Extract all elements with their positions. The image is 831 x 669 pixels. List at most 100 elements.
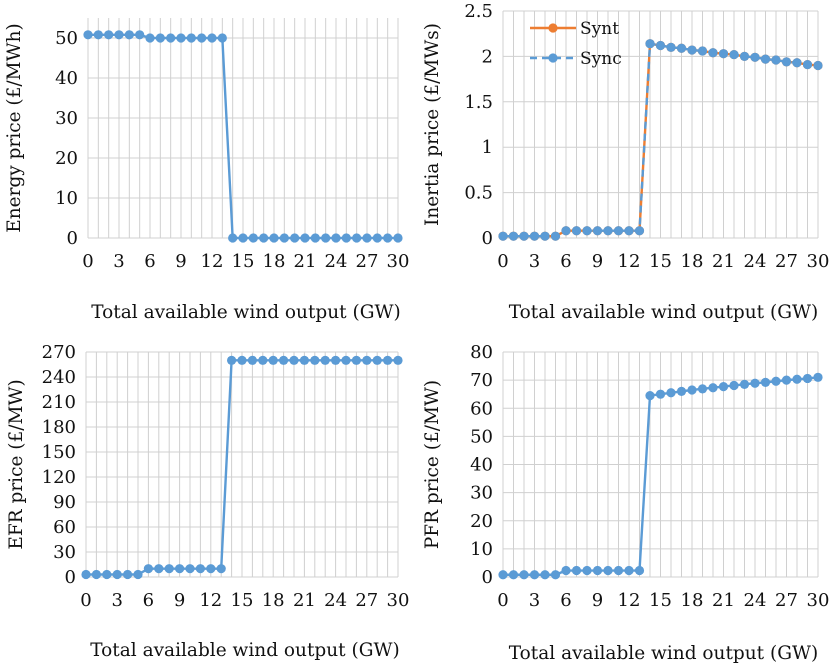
data-point-sync bbox=[634, 565, 645, 576]
data-point-sync bbox=[729, 380, 739, 391]
data-point-sync bbox=[164, 564, 174, 574]
data-point-sync bbox=[383, 355, 393, 365]
data-point-sync bbox=[331, 355, 341, 365]
data-point-sync bbox=[154, 564, 164, 574]
data-point-sync bbox=[582, 226, 592, 236]
data-point-sync bbox=[207, 33, 217, 43]
data-point-sync bbox=[687, 45, 697, 55]
data-point-sync bbox=[135, 30, 145, 40]
x-tick-label: 18 bbox=[263, 251, 286, 272]
data-point-sync bbox=[93, 30, 103, 40]
data-point-sync bbox=[112, 569, 122, 580]
y-tick-label: 1.5 bbox=[464, 92, 493, 113]
legend-label-synt: Synt bbox=[580, 19, 619, 39]
data-point-sync bbox=[508, 231, 519, 241]
data-point-sync bbox=[351, 355, 361, 365]
data-point-sync bbox=[676, 386, 687, 396]
y-axis-label: PFR price (£/MW) bbox=[422, 380, 443, 549]
data-point-sync bbox=[383, 233, 393, 243]
y-axis-label: Energy price (£/MWh) bbox=[4, 23, 25, 233]
data-point-sync bbox=[603, 565, 613, 576]
x-axis-label: Total available wind output (GW) bbox=[90, 640, 399, 661]
data-point-sync bbox=[592, 565, 603, 576]
y-tick-label: 80 bbox=[470, 342, 493, 363]
data-point-sync bbox=[258, 355, 268, 365]
data-point-sync bbox=[143, 564, 153, 574]
data-point-sync bbox=[613, 226, 624, 236]
x-tick-label: 27 bbox=[775, 251, 798, 272]
y-tick-label: 70 bbox=[470, 370, 493, 391]
y-tick-label: 180 bbox=[42, 417, 76, 438]
data-point-sync bbox=[186, 33, 196, 43]
data-point-sync bbox=[145, 33, 155, 43]
y-tick-label: 30 bbox=[53, 542, 76, 563]
x-tick-label: 18 bbox=[681, 590, 704, 611]
data-point-sync bbox=[760, 54, 771, 64]
y-tick-label: 60 bbox=[470, 398, 493, 419]
y-tick-label: 40 bbox=[470, 455, 493, 476]
data-point-sync bbox=[155, 33, 165, 43]
y-tick-label: 50 bbox=[470, 426, 493, 447]
data-point-sync bbox=[299, 355, 309, 365]
data-point-sync bbox=[206, 564, 216, 574]
data-point-sync bbox=[676, 43, 687, 53]
data-point-sync bbox=[341, 355, 351, 365]
x-tick-label: 27 bbox=[356, 251, 379, 272]
data-point-sync bbox=[321, 233, 331, 243]
data-point-sync bbox=[739, 379, 750, 389]
x-tick-label: 15 bbox=[231, 590, 254, 611]
data-point-sync bbox=[310, 233, 320, 243]
x-tick-label: 21 bbox=[293, 590, 316, 611]
data-point-sync bbox=[624, 226, 634, 236]
y-tick-label: 30 bbox=[55, 108, 78, 129]
x-tick-label: 30 bbox=[807, 590, 830, 611]
data-point-sync bbox=[166, 33, 176, 43]
x-tick-label: 15 bbox=[649, 590, 672, 611]
data-point-sync bbox=[813, 60, 823, 71]
x-tick-label: 15 bbox=[232, 251, 255, 272]
data-point-sync bbox=[508, 570, 519, 580]
data-point-sync bbox=[550, 570, 561, 580]
data-point-sync bbox=[498, 570, 508, 580]
data-point-sync bbox=[781, 375, 792, 385]
x-tick-label: 9 bbox=[592, 251, 603, 272]
x-tick-label: 12 bbox=[201, 251, 224, 272]
data-point-sync bbox=[133, 569, 143, 580]
data-point-sync bbox=[697, 384, 708, 394]
x-tick-label: 0 bbox=[497, 590, 508, 611]
data-point-sync bbox=[708, 383, 718, 393]
data-point-sync bbox=[687, 385, 697, 395]
data-point-sync bbox=[792, 58, 802, 68]
data-point-sync bbox=[540, 231, 550, 241]
x-tick-label: 9 bbox=[175, 251, 186, 272]
data-point-sync bbox=[718, 381, 729, 392]
y-tick-label: 50 bbox=[55, 28, 78, 49]
y-tick-label: 1 bbox=[482, 137, 493, 158]
data-point-sync bbox=[571, 565, 582, 576]
data-point-sync bbox=[310, 355, 320, 365]
data-point-sync bbox=[197, 33, 207, 43]
x-tick-label: 3 bbox=[529, 590, 540, 611]
data-point-sync bbox=[185, 564, 195, 574]
y-tick-label: 60 bbox=[53, 517, 76, 538]
data-point-sync bbox=[372, 233, 382, 243]
data-point-sync bbox=[124, 30, 134, 40]
data-point-sync bbox=[362, 233, 372, 243]
y-tick-label: 2 bbox=[482, 46, 493, 67]
x-tick-label: 3 bbox=[111, 590, 122, 611]
data-point-sync bbox=[771, 55, 781, 65]
data-point-sync bbox=[176, 33, 186, 43]
x-tick-label: 0 bbox=[497, 251, 508, 272]
data-point-sync bbox=[655, 40, 666, 51]
x-tick-label: 9 bbox=[174, 590, 185, 611]
data-point-sync bbox=[802, 59, 813, 70]
y-tick-label: 20 bbox=[470, 511, 493, 532]
data-point-sync bbox=[238, 233, 248, 243]
x-axis-label: Total available wind output (GW) bbox=[509, 643, 818, 664]
data-point-sync bbox=[269, 233, 279, 243]
data-point-sync bbox=[729, 49, 739, 60]
data-point-sync bbox=[372, 355, 382, 365]
data-point-sync bbox=[331, 233, 341, 243]
